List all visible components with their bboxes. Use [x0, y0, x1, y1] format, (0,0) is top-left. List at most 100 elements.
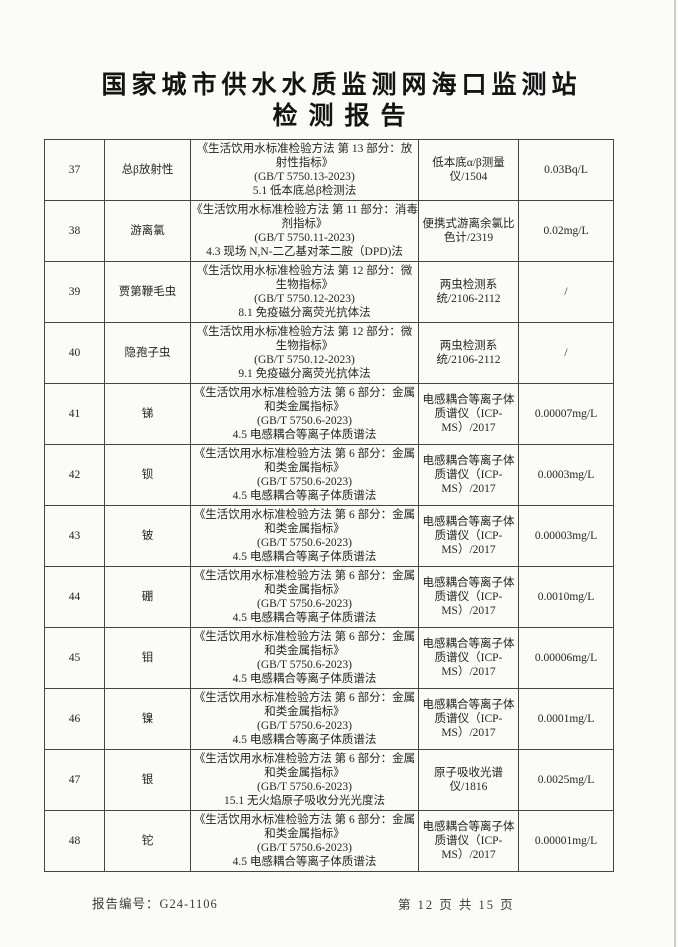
- method-line: 《生活饮用水标准检验方法 第 6 部分：金属和类金属指标》: [193, 387, 416, 413]
- method-line: 《生活饮用水标准检验方法 第 6 部分：金属和类金属指标》: [193, 448, 416, 474]
- instrument-cell: 电感耦合等离子体质谱仪（ICP-MS）/2017: [418, 810, 519, 872]
- method-line: 《生活饮用水标准检验方法 第 6 部分：金属和类金属指标》: [193, 753, 416, 779]
- method-cell: 《生活饮用水标准检验方法 第 6 部分：金属和类金属指标》 (GB/T 5750.…: [190, 383, 419, 445]
- row-number-cell: 47: [44, 749, 105, 811]
- instrument-cell: 原子吸收光谱仪/1816: [418, 749, 519, 811]
- method-line: 《生活饮用水标准检验方法 第 6 部分：金属和类金属指标》: [193, 509, 416, 535]
- row-number-cell: 41: [44, 383, 105, 445]
- report-title-line2: 检测报告: [272, 103, 417, 130]
- table-row: 47 银 《生活饮用水标准检验方法 第 6 部分：金属和类金属指标》 (GB/T …: [44, 749, 614, 811]
- report-title-line1: 国家城市供水水质监测网海口监测站: [101, 72, 582, 99]
- method-line: 4.5 电感耦合等离子体质谱法: [232, 856, 377, 868]
- instrument-cell: 电感耦合等离子体质谱仪（ICP-MS）/2017: [418, 444, 519, 506]
- instrument-cell: 便携式游离余氯比色计/2319: [418, 200, 519, 262]
- parameter-name-cell: 总β放射性: [104, 139, 191, 201]
- parameter-name-cell: 镍: [104, 688, 191, 750]
- method-line: (GB/T 5750.6-2023): [257, 842, 352, 854]
- method-cell: 《生活饮用水标准检验方法 第 6 部分：金属和类金属指标》 (GB/T 5750.…: [190, 566, 419, 628]
- row-number-cell: 45: [44, 627, 105, 689]
- method-line: 《生活饮用水标准检验方法 第 11 部分：消毒剂指标》: [191, 204, 418, 230]
- parameter-name-cell: 隐孢子虫: [104, 322, 191, 384]
- result-cell: /: [518, 322, 614, 384]
- method-cell: 《生活饮用水标准检验方法 第 6 部分：金属和类金属指标》 (GB/T 5750.…: [190, 505, 419, 567]
- method-line: 4.5 电感耦合等离子体质谱法: [232, 612, 377, 624]
- method-line: 《生活饮用水标准检验方法 第 6 部分：金属和类金属指标》: [193, 570, 416, 596]
- report-number: 报告编号：G24-1106: [92, 897, 218, 911]
- instrument-cell: 低本底α/β测量仪/1504: [418, 139, 519, 201]
- instrument-cell: 两虫检测系统/2106-2112: [418, 322, 519, 384]
- method-line: (GB/T 5750.6-2023): [257, 598, 352, 610]
- parameter-name-cell: 贾第鞭毛虫: [104, 261, 191, 323]
- method-cell: 《生活饮用水标准检验方法 第 12 部分：微生物指标》 (GB/T 5750.12…: [190, 261, 419, 323]
- method-line: (GB/T 5750.6-2023): [257, 659, 352, 671]
- result-cell: 0.00006mg/L: [518, 627, 614, 689]
- row-number-cell: 48: [44, 810, 105, 872]
- parameter-name-cell: 银: [104, 749, 191, 811]
- row-number-cell: 42: [44, 444, 105, 506]
- method-line: 9.1 免疫磁分离荧光抗体法: [238, 368, 371, 380]
- method-line: 4.5 电感耦合等离子体质谱法: [232, 734, 377, 746]
- method-cell: 《生活饮用水标准检验方法 第 12 部分：微生物指标》 (GB/T 5750.12…: [190, 322, 419, 384]
- method-line: 4.5 电感耦合等离子体质谱法: [232, 490, 377, 502]
- method-line: 8.1 免疫磁分离荧光抗体法: [238, 307, 371, 319]
- scan-edge-artifact: [674, 0, 676, 947]
- method-cell: 《生活饮用水标准检验方法 第 6 部分：金属和类金属指标》 (GB/T 5750.…: [190, 444, 419, 506]
- parameter-name-cell: 铊: [104, 810, 191, 872]
- method-line: (GB/T 5750.12-2023): [254, 354, 355, 366]
- method-line: (GB/T 5750.6-2023): [257, 415, 352, 427]
- parameter-name-cell: 铍: [104, 505, 191, 567]
- method-cell: 《生活饮用水标准检验方法 第 6 部分：金属和类金属指标》 (GB/T 5750.…: [190, 810, 419, 872]
- method-cell: 《生活饮用水标准检验方法 第 11 部分：消毒剂指标》 (GB/T 5750.11…: [190, 200, 419, 262]
- row-number-cell: 46: [44, 688, 105, 750]
- parameter-name-cell: 硼: [104, 566, 191, 628]
- table-row: 37 总β放射性 《生活饮用水标准检验方法 第 13 部分：放射性指标》 (GB/…: [44, 139, 614, 201]
- result-cell: 0.02mg/L: [518, 200, 614, 262]
- method-line: 4.5 电感耦合等离子体质谱法: [232, 673, 377, 685]
- method-line: 5.1 低本底总β检测法: [252, 185, 357, 197]
- method-line: 《生活饮用水标准检验方法 第 6 部分：金属和类金属指标》: [193, 814, 416, 840]
- method-line: (GB/T 5750.13-2023): [254, 171, 355, 183]
- result-cell: 0.0010mg/L: [518, 566, 614, 628]
- test-results-table: 37 总β放射性 《生活饮用水标准检验方法 第 13 部分：放射性指标》 (GB/…: [44, 139, 614, 872]
- parameter-name-cell: 锑: [104, 383, 191, 445]
- method-cell: 《生活饮用水标准检验方法 第 13 部分：放射性指标》 (GB/T 5750.13…: [190, 139, 419, 201]
- row-number-cell: 44: [44, 566, 105, 628]
- result-cell: 0.0025mg/L: [518, 749, 614, 811]
- method-cell: 《生活饮用水标准检验方法 第 6 部分：金属和类金属指标》 (GB/T 5750.…: [190, 627, 419, 689]
- instrument-cell: 电感耦合等离子体质谱仪（ICP-MS）/2017: [418, 688, 519, 750]
- instrument-cell: 电感耦合等离子体质谱仪（ICP-MS）/2017: [418, 383, 519, 445]
- instrument-cell: 电感耦合等离子体质谱仪（ICP-MS）/2017: [418, 505, 519, 567]
- row-number-cell: 37: [44, 139, 105, 201]
- page-indicator: 第 12 页 共 15 页: [398, 898, 515, 912]
- instrument-cell: 电感耦合等离子体质谱仪（ICP-MS）/2017: [418, 566, 519, 628]
- instrument-cell: 电感耦合等离子体质谱仪（ICP-MS）/2017: [418, 627, 519, 689]
- method-line: 《生活饮用水标准检验方法 第 6 部分：金属和类金属指标》: [193, 631, 416, 657]
- method-cell: 《生活饮用水标准检验方法 第 6 部分：金属和类金属指标》 (GB/T 5750.…: [190, 749, 419, 811]
- result-cell: 0.00007mg/L: [518, 383, 614, 445]
- method-line: 《生活饮用水标准检验方法 第 12 部分：微生物指标》: [196, 326, 413, 352]
- method-line: (GB/T 5750.6-2023): [257, 476, 352, 488]
- method-line: 4.3 现场 N,N-二乙基对苯二胺（DPD)法: [206, 246, 403, 258]
- table-row: 41 锑 《生活饮用水标准检验方法 第 6 部分：金属和类金属指标》 (GB/T …: [44, 383, 614, 445]
- method-line: 《生活饮用水标准检验方法 第 13 部分：放射性指标》: [196, 143, 413, 169]
- table-row: 43 铍 《生活饮用水标准检验方法 第 6 部分：金属和类金属指标》 (GB/T …: [44, 505, 614, 567]
- table-row: 48 铊 《生活饮用水标准检验方法 第 6 部分：金属和类金属指标》 (GB/T …: [44, 810, 614, 872]
- instrument-cell: 两虫检测系统/2106-2112: [418, 261, 519, 323]
- test-results-table-body: 37 总β放射性 《生活饮用水标准检验方法 第 13 部分：放射性指标》 (GB/…: [44, 139, 614, 872]
- result-cell: 0.00003mg/L: [518, 505, 614, 567]
- parameter-name-cell: 钼: [104, 627, 191, 689]
- table-row: 38 游离氯 《生活饮用水标准检验方法 第 11 部分：消毒剂指标》 (GB/T …: [44, 200, 614, 262]
- table-row: 42 钡 《生活饮用水标准检验方法 第 6 部分：金属和类金属指标》 (GB/T …: [44, 444, 614, 506]
- parameter-name-cell: 钡: [104, 444, 191, 506]
- method-cell: 《生活饮用水标准检验方法 第 6 部分：金属和类金属指标》 (GB/T 5750.…: [190, 688, 419, 750]
- table-row: 44 硼 《生活饮用水标准检验方法 第 6 部分：金属和类金属指标》 (GB/T …: [44, 566, 614, 628]
- method-line: 《生活饮用水标准检验方法 第 12 部分：微生物指标》: [196, 265, 413, 291]
- method-line: 4.5 电感耦合等离子体质谱法: [232, 429, 377, 441]
- result-cell: 0.0001mg/L: [518, 688, 614, 750]
- result-cell: 0.03Bq/L: [518, 139, 614, 201]
- method-line: (GB/T 5750.12-2023): [254, 293, 355, 305]
- table-row: 46 镍 《生活饮用水标准检验方法 第 6 部分：金属和类金属指标》 (GB/T …: [44, 688, 614, 750]
- table-row: 40 隐孢子虫 《生活饮用水标准检验方法 第 12 部分：微生物指标》 (GB/T…: [44, 322, 614, 384]
- row-number-cell: 43: [44, 505, 105, 567]
